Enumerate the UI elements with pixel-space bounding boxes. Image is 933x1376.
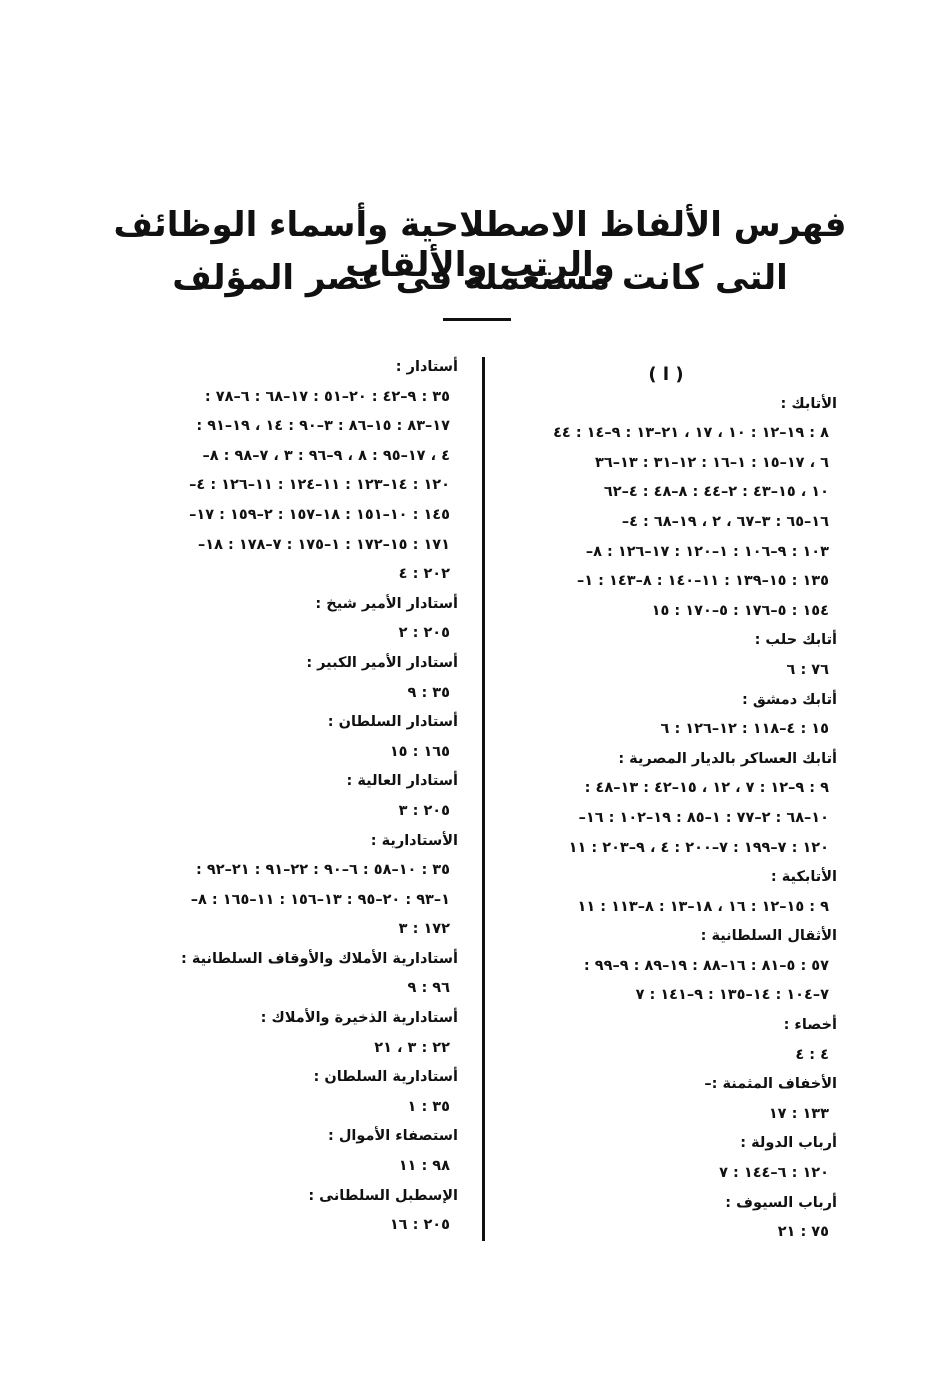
page-references: ٧٦ : ٦ — [786, 661, 829, 678]
page-references: ٣٥ : ٩–٤٢ : ٢٠–٥١ : ١٧–٦٨ : ٦–٧٨ : — [204, 388, 450, 405]
index-term: أتابك العساكر بالديار المصرية : — [618, 750, 837, 767]
index-term: الأتابك : — [780, 395, 837, 412]
index-term: أخصاء : — [783, 1017, 837, 1034]
page-references: ٢٠٥ : ١٦ — [389, 1217, 450, 1234]
page-references: ٦ ، ١٧–١٥ : ١–١٦ : ١٢–٣١ : ١٣–٣٦ — [595, 454, 829, 471]
page-references: ١٦٥ : ١٥ — [389, 743, 450, 760]
index-term: الإسطبل السلطانى : — [308, 1187, 458, 1204]
page-references: ١٦–٦٥ : ٣–٦٧ ، ٢ ، ١٩–٦٨ : ٤– — [621, 513, 829, 530]
title-line: فهرس الألفاظ الاصطلاحية وأسماء الوظائف و… — [113, 205, 847, 285]
index-term: أتابك دمشق : — [742, 691, 837, 708]
page-references: ٣٥ : ٩ — [407, 684, 450, 701]
index-term: الأخفاف المثمنة :– — [704, 1076, 837, 1093]
index-term: أستادارية الذخيرة والأملاك : — [260, 1010, 458, 1027]
page-references: ٩ : ١٥–١٢ : ١٦ ، ١٨–١٣ : ٨–١١٣ : ١١ — [577, 898, 829, 915]
index-term: أستادار الأمير الكبير : — [306, 654, 458, 671]
page-references: ١٣٣ : ١٧ — [768, 1105, 829, 1122]
index-term: أستادار السلطان : — [327, 714, 458, 731]
page-references: ٧–١٠٤ : ١٤–١٣٥ : ٩–١٤١ : ٧ — [635, 987, 829, 1004]
index-term: الأثقال السلطانية : — [700, 928, 837, 945]
page-references: ١٥٤ : ٥–١٧٦ : ٥–١٧٠ : ١٥ — [651, 602, 829, 619]
page-references: ١٢٠ : ٦–١٤٤ : ٧ — [719, 1165, 829, 1182]
page-references: ١٢٠ : ٧–١٩٩ : ٧–٢٠٠ : ٤ ، ٩–٢٠٣ : ١١ — [568, 839, 829, 856]
title-rule — [443, 318, 511, 321]
page-references: ١٠ ، ١٥–٤٣ : ٢–٤٤ : ٨–٤٨ : ٤–٦٢ — [603, 484, 829, 501]
index-term: أستادار العالية : — [346, 773, 458, 790]
page-references: ٧٥ : ٢١ — [777, 1224, 829, 1241]
index-term: أرباب السيوف : — [725, 1194, 837, 1211]
page-references: ١٧–٨٣ : ١٥–٨٦ : ٣–٩٠ : ١٤ ، ١٩–٩١ : — [196, 418, 450, 435]
page-references: ١٧٢ : ٣ — [398, 921, 450, 938]
page-references: ١–٩٣ : ٢٠–٩٥ : ١٣–١٥٦ : ١١–١٦٥ : ٨– — [190, 891, 450, 908]
page-references: ٩ : ٩–١٢ : ٧ ، ١٢ ، ١٥–٤٢ : ١٣–٤٨ : — [584, 780, 829, 797]
page-references: ١٢٠ : ١٤–١٢٣ : ١١–١٢٤ : ١١–١٢٦ : ٤– — [189, 477, 450, 494]
page-references: ١٣٥ : ١٥–١٣٩ : ١١–١٤٠ : ٨–١٤٣ : ١– — [577, 573, 829, 590]
page-references: ٨ : ١٩–١٢ : ١٠ ، ١٧ ، ٢١–١٣ : ٩–١٤ : ٤٤ — [553, 425, 829, 442]
page-references: ٢٢ : ٣ ، ٢١ — [374, 1039, 450, 1056]
index-term: أتابك حلب : — [754, 632, 837, 649]
index-term: أستادار الأمير شيخ : — [315, 595, 458, 612]
page-references: ٣٥ : ١ — [407, 1098, 450, 1115]
right-column: ( ا ) الأتابك : ٨ : ١٩–١٢ : ١٠ ، ١٧ ، ٢١–١… — [495, 360, 837, 1248]
page-references: ٢٠٥ : ٢ — [398, 625, 450, 642]
index-term: الأستادارية : — [370, 832, 458, 849]
index-term: أستادار : — [395, 359, 458, 375]
index-term: أرباب الدولة : — [740, 1135, 837, 1152]
index-term: الأتابكية : — [770, 869, 837, 886]
index-term: استصفاء الأموال : — [327, 1128, 458, 1145]
title-line: التى كانت مستعملة فى عصر المؤلف — [172, 258, 788, 298]
index-term: أستادارية السلطان : — [313, 1069, 458, 1086]
page-references: ١٥ : ٤–١١٨ : ١٢–١٢٦ : ٦ — [660, 721, 829, 738]
index-term: أستادارية الأملاك والأوقاف السلطانية : — [180, 950, 458, 967]
page-references: ٤ : ٤ — [795, 1046, 829, 1063]
page-references: ٩٨ : ١١ — [398, 1158, 450, 1175]
page-references: ٢٠٢ : ٤ — [398, 566, 450, 583]
page-references: ١٠–٦٨ : ٢–٧٧ : ١–٨٥ : ١٩–١٠٢ : ١٦– — [578, 809, 829, 826]
page-references: ١٤٥ : ١٠–١٥١ : ١٨–١٥٧ : ٢–١٥٩ : ١٧– — [189, 506, 450, 523]
section-heading: ( ا ) — [648, 364, 684, 385]
column-divider — [482, 357, 485, 1241]
page-references: ١٧١ : ١٥–١٧٢ : ١–١٧٥ : ٧–١٧٨ : ١٨– — [198, 536, 450, 553]
page-references: ١٠٣ : ٩–١٠٦ : ١–١٢٠ : ١٧–١٢٦ : ٨– — [585, 543, 829, 560]
left-column: أستادار : ٣٥ : ٩–٤٢ : ٢٠–٥١ : ١٧–٦٨ : ٦–٧… — [90, 353, 458, 1241]
page-references: ٩٦ : ٩ — [407, 980, 450, 997]
page-references: ٣٥ : ١٠–٥٨ : ٦–٩٠ : ٢٢–٩١ : ٢١–٩٢ : — [196, 862, 450, 879]
page-references: ٤ ، ١٧–٩٥ : ٨ ، ٩–٩٦ : ٣ ، ٧–٩٨ : ٨– — [202, 447, 450, 464]
page-references: ٢٠٥ : ٣ — [398, 802, 450, 819]
page-references: ٥٧ : ٥–٨١ : ١٦–٨٨ : ١٩–٨٩ : ٩–٩٩ : — [583, 957, 829, 974]
